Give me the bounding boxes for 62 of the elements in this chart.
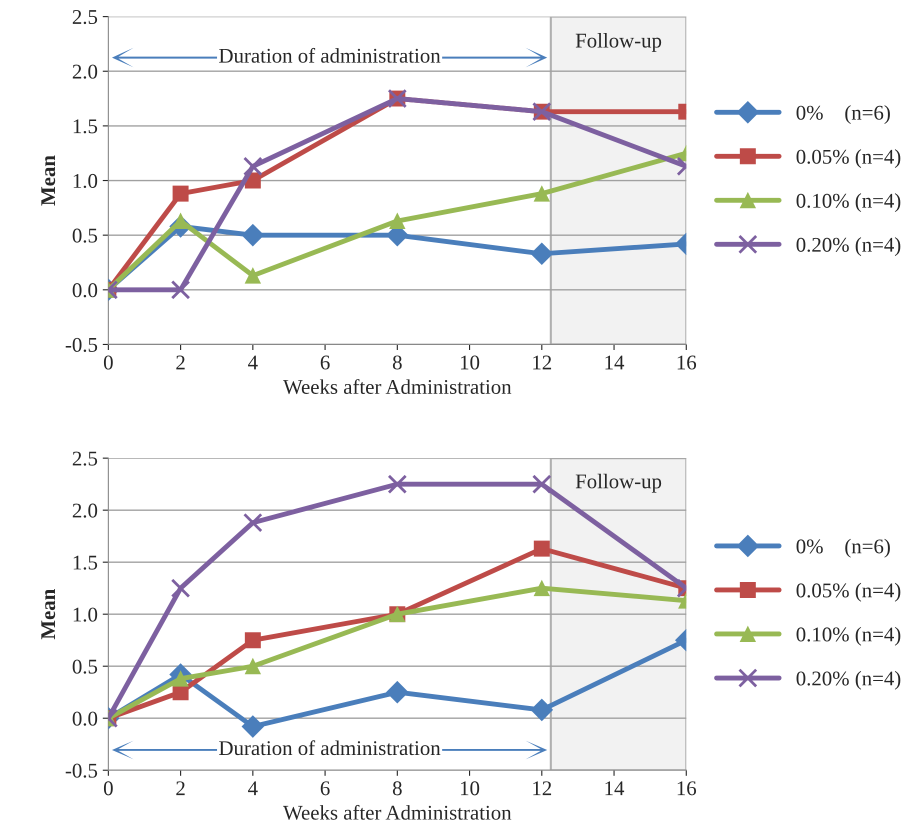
point	[388, 474, 408, 494]
y-tick-label: 2.5	[72, 10, 98, 24]
legend-label: 0.05% (n=4)	[796, 582, 900, 602]
x-tick-label: 12	[533, 356, 552, 370]
legend-label: 0% (n=6)	[796, 105, 890, 124]
x-tick-label: 4	[248, 356, 258, 370]
legend-label: 0.20% (n=4)	[796, 237, 900, 256]
y-tick-label: 0.0	[72, 712, 98, 726]
x-tick-label: 16	[678, 356, 696, 370]
legend-label: 0.10% (n=4)	[796, 626, 900, 646]
x-tick-label: 6	[320, 781, 330, 796]
y-axis-title: Mean	[41, 589, 56, 640]
band-label: Follow-up	[576, 474, 662, 493]
point	[244, 632, 261, 648]
x-tick-label: 6	[320, 356, 330, 370]
legend-label: 0% (n=6)	[796, 538, 890, 558]
x-tick-label: 12	[533, 781, 552, 796]
point	[244, 658, 261, 674]
x-tick-label: 14	[605, 781, 624, 796]
x-axis-title: Weeks after Administration	[283, 379, 512, 394]
x-tick-label: 0	[104, 355, 113, 370]
annotation: Duration of administration	[219, 740, 440, 756]
legend-label: 0.05% (n=4)	[796, 149, 900, 168]
point	[244, 268, 261, 284]
point	[386, 681, 408, 704]
point	[172, 670, 189, 687]
x-tick-label: 2	[176, 781, 185, 796]
y-tick-label: 0.5	[72, 228, 98, 243]
x-tick-label: 14	[605, 356, 624, 370]
y-tick-label: 1.0	[74, 174, 98, 188]
x-tick-label: 8	[392, 355, 402, 370]
y-tick-label: 1.5	[74, 119, 98, 134]
legend-label: 0.20% (n=4)	[796, 670, 900, 690]
point	[389, 212, 406, 229]
band-label: Follow-up	[576, 32, 662, 52]
annotation: Duration of administration	[219, 48, 440, 63]
point	[170, 578, 190, 598]
y-tick-label: 2.5	[72, 452, 98, 466]
y-tick-label: 1.0	[74, 608, 98, 622]
y-axis-title: Mean	[41, 155, 56, 206]
point	[242, 715, 264, 738]
point	[170, 280, 190, 300]
x-tick-label: 2	[176, 356, 185, 370]
y-tick-label: -0.5	[66, 338, 98, 352]
y-tick-label: 0.5	[72, 660, 98, 674]
x-tick-label: 10	[460, 355, 480, 370]
point	[243, 512, 263, 532]
y-tick-label: 1.5	[74, 556, 98, 570]
y-tick-label: -0.5	[66, 764, 98, 778]
x-axis-title: Weeks after Administration	[283, 804, 512, 820]
y-tick-label: 2.0	[72, 504, 98, 518]
point	[172, 186, 189, 202]
point	[242, 224, 264, 246]
x-tick-label: 8	[392, 781, 402, 796]
x-tick-label: 0	[104, 781, 113, 796]
y-tick-label: 2.0	[72, 64, 98, 79]
x-tick-label: 4	[248, 781, 258, 796]
x-tick-label: 16	[678, 781, 696, 796]
point	[243, 156, 263, 176]
y-tick-label: 0.0	[72, 283, 98, 298]
x-tick-label: 10	[460, 781, 480, 796]
legend-label: 0.10% (n=4)	[796, 193, 900, 212]
